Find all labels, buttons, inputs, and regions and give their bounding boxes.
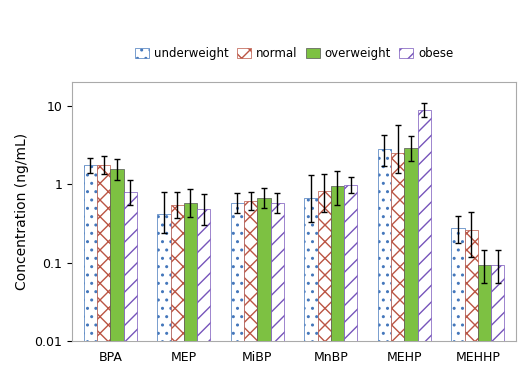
Bar (170, 205, 184, 379)
Bar (491, 265, 504, 379)
Bar (378, 149, 391, 379)
Y-axis label: Concentration (ng/mL): Concentration (ng/mL) (15, 133, 29, 290)
Bar (184, 203, 197, 379)
Legend: underweight, normal, overweight, obese: underweight, normal, overweight, obese (135, 47, 453, 60)
Bar (318, 191, 331, 379)
Bar (344, 185, 357, 379)
Bar (244, 200, 258, 379)
Bar (157, 214, 170, 379)
Bar (110, 169, 124, 379)
Bar (404, 148, 417, 379)
Bar (451, 228, 465, 379)
Bar (331, 186, 344, 379)
Bar (231, 203, 244, 379)
Bar (258, 197, 271, 379)
Bar (197, 209, 210, 379)
Bar (417, 110, 431, 379)
Bar (465, 230, 478, 379)
Bar (271, 203, 284, 379)
Bar (391, 153, 404, 379)
Bar (304, 197, 318, 379)
Bar (97, 165, 110, 379)
Bar (124, 192, 137, 379)
Bar (478, 265, 491, 379)
Bar (84, 165, 97, 379)
